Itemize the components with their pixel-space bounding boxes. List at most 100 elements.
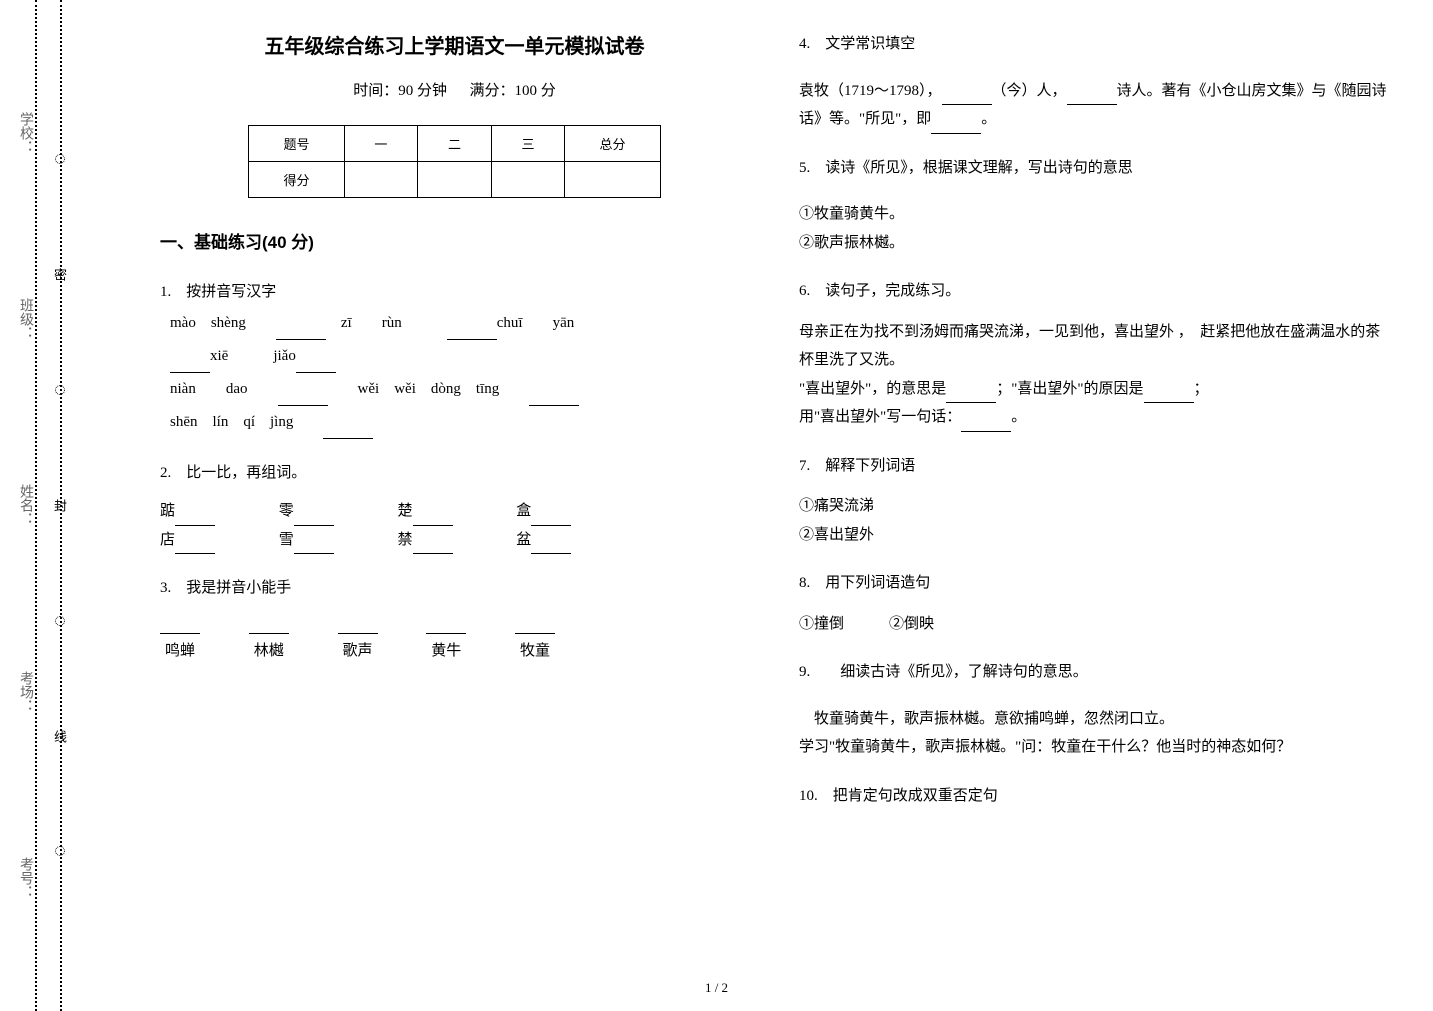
question-6: 6. 读句子，完成练习。 母亲正在为找不到汤姆而痛哭流涕，一见到他，喜出望外 ，… bbox=[799, 277, 1388, 432]
score-table: 题号 一 二 三 总分 得分 bbox=[248, 125, 660, 198]
label-class: 班级： bbox=[15, 298, 35, 340]
char: 雪 bbox=[279, 532, 294, 548]
question-label: 4. 文学常识填空 bbox=[799, 30, 1388, 59]
blank-field[interactable] bbox=[531, 536, 571, 554]
question-label: 6. 读句子，完成练习。 bbox=[799, 277, 1388, 306]
label-number: 考号： bbox=[15, 857, 35, 899]
table-cell bbox=[418, 162, 492, 198]
blank-field[interactable] bbox=[338, 618, 378, 634]
blank-field[interactable] bbox=[1067, 87, 1117, 105]
pinyin-word: 黄牛 bbox=[426, 618, 466, 666]
blank-field[interactable] bbox=[294, 536, 334, 554]
poem-line: ②歌声振林樾。 bbox=[799, 229, 1388, 258]
time-label: 时间：90 分钟 bbox=[353, 83, 447, 99]
blank-field[interactable] bbox=[961, 414, 1011, 432]
question-4: 4. 文学常识填空 袁牧（1719～1798），（今）人，诗人。著有《小仓山房文… bbox=[799, 30, 1388, 134]
question-10: 10. 把肯定句改成双重否定句 bbox=[799, 782, 1388, 811]
label-room: 考场： bbox=[15, 671, 35, 713]
pinyin-text: wěi wěi dòng tīng bbox=[358, 381, 500, 397]
blank-field[interactable] bbox=[531, 508, 571, 526]
pinyin-text: yān bbox=[553, 315, 575, 331]
text: 母亲正在为找不到汤姆而痛哭流涕，一见到他，喜出望外 ， 赶紧把他放在盛满温水的茶… bbox=[799, 318, 1388, 375]
text: ；"喜出望外"的原因是 bbox=[996, 381, 1143, 397]
question-body: ①撞倒 ②倒映 bbox=[799, 610, 1388, 639]
pinyin-word: 鸣蝉 bbox=[160, 618, 200, 666]
blank-field[interactable] bbox=[1144, 385, 1194, 403]
exam-title: 五年级综合练习上学期语文一单元模拟试卷 bbox=[160, 30, 749, 59]
blank-field[interactable] bbox=[529, 388, 579, 406]
pinyin-text: mào shèng bbox=[170, 315, 246, 331]
char-pair: 踮 bbox=[160, 497, 215, 526]
blank-field[interactable] bbox=[413, 508, 453, 526]
blank-field[interactable] bbox=[946, 385, 996, 403]
blank-field[interactable] bbox=[447, 322, 497, 340]
blank-field[interactable] bbox=[323, 421, 373, 439]
blank-field[interactable] bbox=[942, 87, 992, 105]
term: ①痛哭流涕 bbox=[799, 492, 1388, 521]
blank-field[interactable] bbox=[278, 388, 328, 406]
char: 店 bbox=[160, 532, 175, 548]
blank-field[interactable] bbox=[294, 508, 334, 526]
binding-margin: 学校： 班级： 姓名： 考场： 考号： 密 封 线 bbox=[0, 0, 100, 1011]
blank-field[interactable] bbox=[515, 618, 555, 634]
table-row: 题号 一 二 三 总分 bbox=[249, 126, 660, 162]
char-pair: 雪 bbox=[279, 526, 334, 555]
question-body: ①痛哭流涕 ②喜出望外 bbox=[799, 492, 1388, 549]
text: 用"喜出望外"写一句话： bbox=[799, 409, 961, 425]
char: 零 bbox=[279, 503, 294, 519]
blank-field[interactable] bbox=[296, 355, 336, 373]
text: （今）人， bbox=[992, 83, 1067, 99]
char: 楚 bbox=[398, 503, 413, 519]
pinyin-text: shēn lín qí jìng bbox=[170, 414, 293, 430]
blank-field[interactable] bbox=[249, 618, 289, 634]
binding-dotted-line bbox=[35, 0, 37, 1011]
label-name: 姓名： bbox=[15, 484, 35, 526]
text: "喜出望外"，的意思是 bbox=[799, 381, 946, 397]
blank-field[interactable] bbox=[175, 536, 215, 554]
question-label: 7. 解释下列词语 bbox=[799, 452, 1388, 481]
question-label: 9. 细读古诗《所见》，了解诗句的意思。 bbox=[799, 658, 1388, 687]
table-cell bbox=[344, 162, 418, 198]
pinyin-text: niàn bbox=[170, 381, 196, 397]
blank-field[interactable] bbox=[931, 116, 981, 134]
table-header: 题号 bbox=[249, 126, 344, 162]
pinyin-text: rùn bbox=[382, 315, 402, 331]
word: 牧童 bbox=[520, 643, 550, 659]
question-2: 2. 比一比，再组词。 踮 零 楚 盒 店 雪 禁 盆 bbox=[160, 459, 749, 555]
char-pair: 禁 bbox=[398, 526, 453, 555]
table-cell bbox=[565, 162, 660, 198]
text: 。 bbox=[1011, 409, 1026, 425]
table-header: 二 bbox=[418, 126, 492, 162]
text: 袁牧（1719～1798）， bbox=[799, 83, 942, 99]
binding-labels: 学校： 班级： 姓名： 考场： 考号： bbox=[15, 0, 35, 1011]
blank-field[interactable] bbox=[160, 618, 200, 634]
question-label: 10. 把肯定句改成双重否定句 bbox=[799, 782, 1388, 811]
question-body: 母亲正在为找不到汤姆而痛哭流涕，一见到他，喜出望外 ， 赶紧把他放在盛满温水的茶… bbox=[799, 318, 1388, 432]
pinyin-text: zī bbox=[341, 315, 352, 331]
char: 踮 bbox=[160, 503, 175, 519]
pinyin-word: 牧童 bbox=[515, 618, 555, 666]
question-3: 3. 我是拼音小能手 鸣蝉 林樾 歌声 黄牛 牧童 bbox=[160, 574, 749, 665]
word: 林樾 bbox=[254, 643, 284, 659]
right-column: 4. 文学常识填空 袁牧（1719～1798），（今）人，诗人。著有《小仓山房文… bbox=[774, 30, 1413, 981]
label-school: 学校： bbox=[15, 112, 35, 154]
pinyin-text: jiǎo bbox=[273, 348, 296, 364]
pinyin-text: chuī bbox=[497, 315, 523, 331]
question-body: 袁牧（1719～1798），（今）人，诗人。著有《小仓山房文集》与《随园诗话》等… bbox=[799, 77, 1388, 134]
blank-field[interactable] bbox=[175, 508, 215, 526]
word: 鸣蝉 bbox=[165, 643, 195, 659]
blank-field[interactable] bbox=[413, 536, 453, 554]
blank-field[interactable] bbox=[170, 355, 210, 373]
term: ②喜出望外 bbox=[799, 521, 1388, 550]
char: 盆 bbox=[516, 532, 531, 548]
question-body: ①牧童骑黄牛。 ②歌声振林樾。 bbox=[799, 200, 1388, 257]
pinyin-word: 林樾 bbox=[249, 618, 289, 666]
char-pair: 店 bbox=[160, 526, 215, 555]
word: 歌声 bbox=[342, 643, 372, 659]
pinyin-word: 歌声 bbox=[338, 618, 378, 666]
exam-subtitle: 时间：90 分钟 满分：100 分 bbox=[160, 79, 749, 100]
blank-field[interactable] bbox=[426, 618, 466, 634]
text: 。 bbox=[981, 111, 996, 127]
table-header: 总分 bbox=[565, 126, 660, 162]
blank-field[interactable] bbox=[276, 322, 326, 340]
